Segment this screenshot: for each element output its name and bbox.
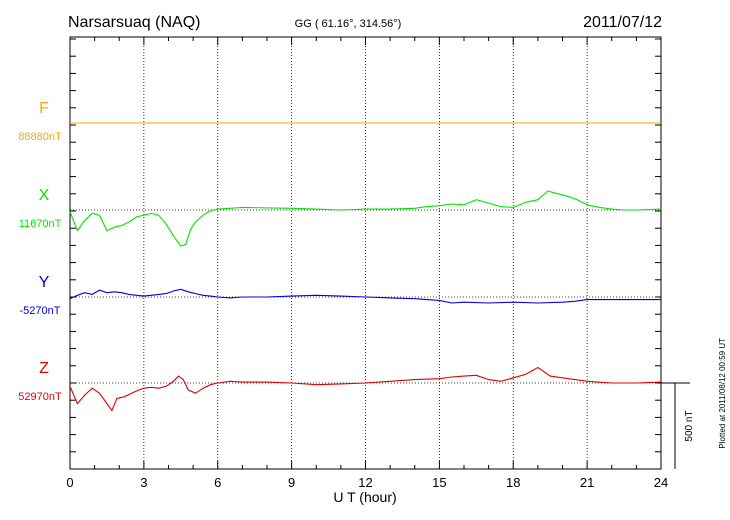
- series-line-z: [69, 366, 662, 412]
- labels-layer: F 88880nT X 11670nT Y -5270nT Z 52970nT: [18, 100, 62, 403]
- baseline-label-y: -5270nT: [20, 305, 61, 317]
- x-tick-label: 12: [358, 475, 372, 490]
- series-name-z: Z: [39, 360, 49, 377]
- grid-lines: [143, 37, 588, 469]
- series-line-y: [69, 288, 661, 304]
- scale-bar-label: 500 nT: [684, 410, 695, 441]
- axis-ticks: 0 3 6 9 12 15 18 21 24: [66, 37, 668, 490]
- x-tick-label: 24: [654, 475, 668, 490]
- series-name-f: F: [39, 100, 49, 117]
- baseline-label-x: 11670nT: [19, 218, 62, 230]
- series-name-x: X: [39, 187, 50, 204]
- chart-subtitle: GG ( 61.16°, 314.56°): [295, 18, 402, 30]
- x-tick-label: 6: [214, 475, 221, 490]
- x-tick-label: 3: [140, 475, 147, 490]
- x-tick-label: 0: [66, 475, 73, 490]
- plotted-note: Plotted at 2011/08/12 00:59 UT: [718, 338, 727, 449]
- series-line-x: [69, 190, 662, 247]
- series-name-y: Y: [39, 274, 50, 291]
- baseline-label-z: 52970nT: [18, 391, 62, 403]
- x-tick-label: 21: [580, 475, 594, 490]
- series-layer: [69, 122, 662, 412]
- scale-bar: 500 nT: [661, 382, 695, 469]
- baseline-label-f: 88880nT: [18, 131, 62, 143]
- x-tick-label: 9: [288, 475, 295, 490]
- chart-title: Narsarsuaq (NAQ): [68, 14, 200, 31]
- x-axis-label: U T (hour): [333, 489, 396, 505]
- x-tick-label: 18: [506, 475, 520, 490]
- x-tick-label: 15: [432, 475, 446, 490]
- chart-date: 2011/07/12: [583, 14, 662, 31]
